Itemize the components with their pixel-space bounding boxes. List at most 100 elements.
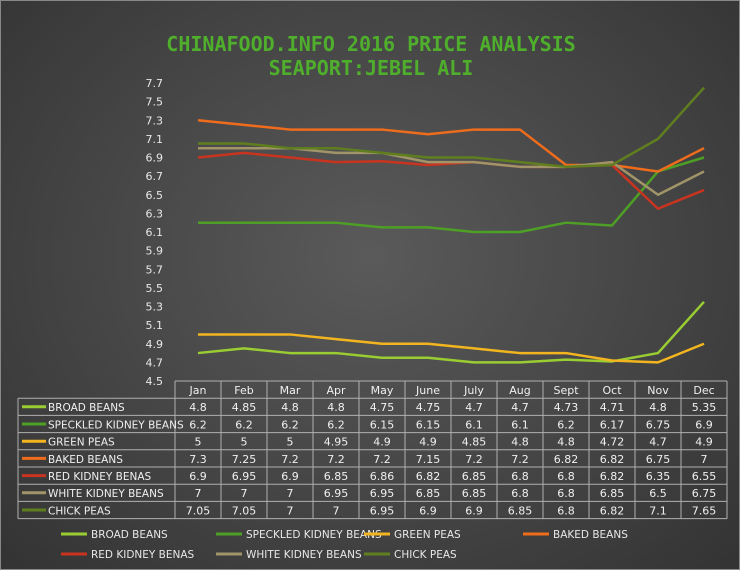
table-cell: 7.1	[649, 504, 667, 517]
table-header-cell: July	[463, 384, 484, 397]
table-row-label: CHICK PEAS	[48, 505, 111, 517]
table-cell: 6.15	[416, 418, 441, 431]
table-cell: 4.8	[189, 401, 207, 414]
table-cell: 5	[241, 436, 248, 449]
table-row-label: BROAD BEANS	[48, 402, 125, 414]
legend-entry: CHICK PEAS	[394, 549, 457, 561]
table-cell: 7.2	[373, 453, 391, 466]
series-line-green-peas	[198, 333, 705, 364]
table-cell: 4.73	[554, 401, 579, 414]
table-cell: 6.9	[419, 504, 437, 517]
series-line-chick-peas	[198, 86, 705, 169]
table-header-cell: Sept	[553, 384, 579, 397]
y-tick-label: 4.9	[146, 338, 164, 351]
table-cell: 4.9	[695, 436, 713, 449]
table-cell: 6.85	[416, 487, 441, 500]
table-cell: 6.95	[232, 470, 257, 483]
table-cell: 6.15	[370, 418, 395, 431]
table-cell: 4.7	[465, 401, 483, 414]
table-cell: 6.8	[511, 470, 529, 483]
table-cell: 6.2	[189, 418, 207, 431]
table-cell: 7.2	[511, 453, 529, 466]
table-cell: 4.71	[600, 401, 625, 414]
table-header-cell: June	[415, 384, 440, 397]
y-tick-label: 5.3	[146, 301, 164, 314]
table-cell: 4.8	[281, 401, 299, 414]
table-cell: 4.75	[370, 401, 395, 414]
table-header-cell: Feb	[234, 384, 253, 397]
table-cell: 7	[195, 487, 202, 500]
table-cell: 7	[241, 487, 248, 500]
series-line-broad-beans	[197, 301, 705, 364]
table-cell: 6.82	[554, 453, 579, 466]
table-header-cell: Mar	[280, 384, 301, 397]
table-cell: 6.95	[370, 504, 395, 517]
table-header-cell: Nov	[647, 384, 669, 397]
y-tick-label: 6.7	[146, 170, 164, 183]
y-tick-label: 6.5	[146, 189, 164, 202]
table-cell: 7.05	[186, 504, 211, 517]
table-cell: 6.9	[281, 470, 299, 483]
table-cell: 6.85	[600, 487, 625, 500]
table-cell: 4.9	[419, 436, 437, 449]
table-cell: 6.85	[462, 487, 487, 500]
y-tick-label: 7.5	[146, 96, 164, 109]
table-cell: 6.55	[692, 470, 717, 483]
table-cell: 4.72	[600, 436, 625, 449]
table-cell: 7	[701, 453, 708, 466]
table-cell: 6.1	[511, 418, 529, 431]
y-tick-label: 6.3	[146, 207, 164, 220]
table-cell: 6.5	[649, 487, 667, 500]
table-cell: 6.2	[281, 418, 299, 431]
table-cell: 6.95	[370, 487, 395, 500]
table-cell: 6.9	[189, 470, 207, 483]
table-cell: 6.8	[557, 504, 575, 517]
table-cell: 6.8	[511, 487, 529, 500]
y-tick-label: 5.9	[146, 245, 164, 258]
table-cell: 7	[287, 487, 294, 500]
table-header-cell: Aug	[509, 384, 530, 397]
legend-entry: SPECKLED KIDNEY BEANS	[246, 529, 382, 541]
table-cell: 4.8	[649, 401, 667, 414]
table-cell: 4.85	[462, 436, 487, 449]
table-cell: 4.75	[416, 401, 441, 414]
table-cell: 4.8	[327, 401, 345, 414]
table-cell: 6.35	[646, 470, 671, 483]
table-cell: 7.15	[416, 453, 441, 466]
legend-entry: RED KIDNEY BENAS	[91, 549, 195, 561]
table-cell: 4.95	[324, 436, 349, 449]
table-cell: 7.2	[327, 453, 345, 466]
y-tick-label: 5.7	[146, 263, 164, 276]
table-cell: 7.3	[189, 453, 207, 466]
table-cell: 4.9	[373, 436, 391, 449]
table-cell: 7	[287, 504, 294, 517]
table-cell: 6.86	[370, 470, 395, 483]
table-cell: 7.2	[281, 453, 299, 466]
y-tick-label: 4.5	[146, 375, 164, 388]
table-cell: 7.05	[232, 504, 257, 517]
legend-entry: GREEN PEAS	[394, 529, 461, 541]
table-cell: 6.82	[600, 453, 625, 466]
table-cell: 7	[333, 504, 340, 517]
table-row-label: WHITE KIDNEY BEANS	[48, 488, 164, 500]
legend-entry: BAKED BEANS	[553, 529, 628, 541]
y-tick-label: 5.1	[146, 319, 164, 332]
table-header-cell: May	[371, 384, 394, 397]
table-cell: 4.7	[511, 401, 529, 414]
table-cell: 5.35	[692, 401, 717, 414]
table-cell: 6.9	[465, 504, 483, 517]
table-header-cell: Apr	[326, 384, 346, 397]
table-cell: 6.85	[508, 504, 533, 517]
table-cell: 5	[287, 436, 294, 449]
table-cell: 6.95	[324, 487, 349, 500]
table-cell: 6.2	[327, 418, 345, 431]
table-cell: 6.75	[646, 453, 671, 466]
table-cell: 7.65	[692, 504, 717, 517]
y-tick-label: 7.1	[146, 133, 164, 146]
table-cell: 6.75	[646, 418, 671, 431]
legend-entry: BROAD BEANS	[91, 529, 168, 541]
table-cell: 7.25	[232, 453, 257, 466]
table-cell: 6.85	[324, 470, 349, 483]
y-tick-label: 7.3	[146, 114, 164, 127]
